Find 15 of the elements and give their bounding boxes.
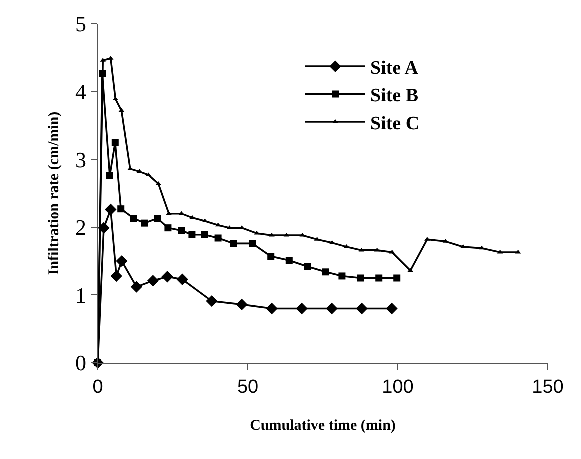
y-tick-label: 4 <box>75 80 86 104</box>
y-tick-label: 1 <box>75 282 86 308</box>
y-tick-label: 0 <box>75 350 86 376</box>
x-tick-label: 50 <box>237 376 259 398</box>
y-tick-label: 5 <box>75 12 86 37</box>
y-axis-title: Infiltration rate (cm/min) <box>46 112 63 276</box>
legend-label: Site C <box>370 113 420 134</box>
x-tick-label: 100 <box>382 376 414 398</box>
y-tick-label: 3 <box>75 147 86 172</box>
x-axis-title: Cumulative time (min) <box>250 418 396 434</box>
x-tick-label: 0 <box>92 376 104 398</box>
y-tick-label: 2 <box>75 215 86 240</box>
legend-label: Site B <box>370 86 419 107</box>
legend-label: Site A <box>370 58 419 79</box>
x-tick-label: 150 <box>532 376 564 398</box>
